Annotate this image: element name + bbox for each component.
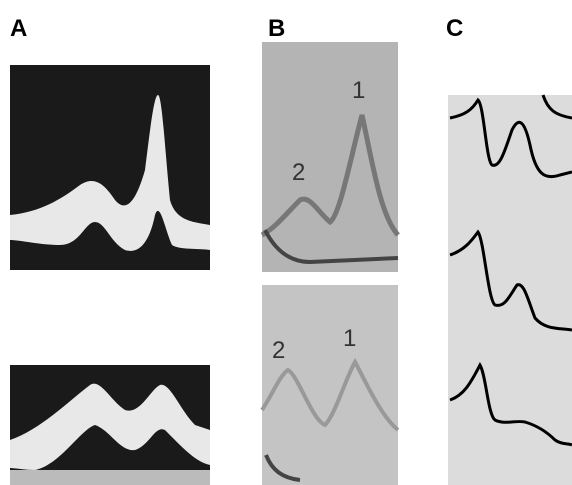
trace: [264, 454, 301, 482]
trace-band: [10, 383, 210, 470]
trace: [449, 361, 572, 447]
panel-a-bottom: [10, 365, 210, 485]
panel-c: [448, 94, 572, 485]
panel-label: A: [10, 15, 27, 42]
trace: [449, 97, 572, 179]
peak-label: 2: [292, 159, 305, 186]
trace: [260, 357, 400, 432]
panel-label: B: [268, 15, 285, 42]
trace: [263, 229, 399, 265]
trace-band: [10, 95, 210, 251]
peak-label: 1: [343, 325, 356, 352]
panel-label: C: [446, 15, 463, 42]
peak-label: 1: [352, 77, 365, 104]
trace: [260, 114, 400, 238]
trace: [449, 229, 572, 332]
image-background: [448, 95, 572, 485]
panel-b-top: 2 1: [260, 42, 400, 272]
image-background: [262, 42, 398, 272]
trace: [541, 94, 572, 120]
image-background: [262, 285, 398, 485]
peak-label: 2: [272, 337, 285, 364]
image-edge: [10, 470, 210, 485]
panel-b-bottom: 2 1: [260, 285, 400, 485]
panel-a-top: [10, 65, 210, 270]
